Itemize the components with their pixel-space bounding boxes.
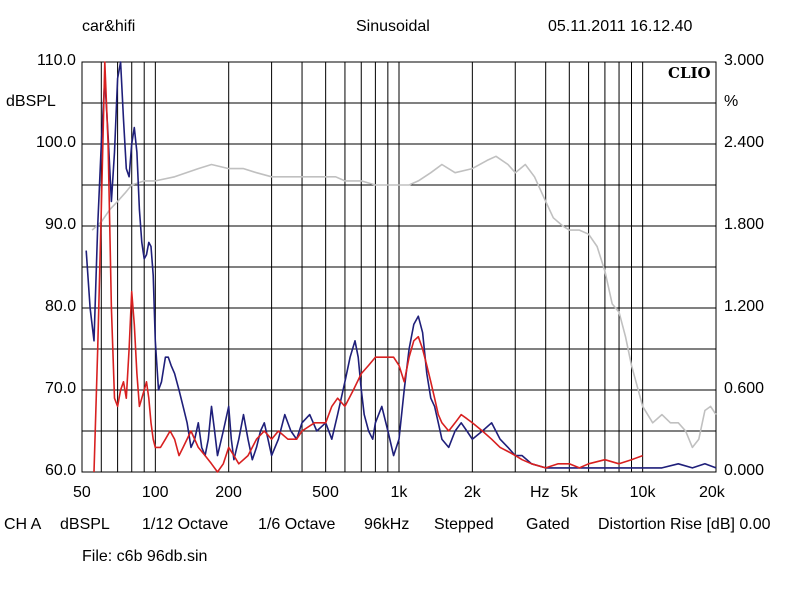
x-tick-label: 10k: [629, 484, 656, 501]
y-tick-label: 100.0: [36, 134, 77, 151]
y-tick-label: 110.0: [37, 52, 76, 69]
footer-distortion-rise: Distortion Rise [dB] 0.00: [598, 516, 771, 533]
footer-channel: CH A: [4, 516, 42, 533]
footer-sweep-mode: Stepped: [434, 516, 494, 533]
x-tick-label: 5k: [560, 484, 578, 501]
footer-resolution: 1/12 Octave: [142, 516, 229, 533]
y2-tick-label: 0.000: [724, 462, 765, 479]
clio-logo: CLIO: [668, 64, 711, 82]
x-unit-label: Hz: [530, 484, 550, 501]
y-axis-label: dBSPL: [6, 93, 56, 110]
y-tick-label: 60.0: [45, 462, 77, 479]
x-tick-label: 1k: [390, 484, 408, 501]
series-line-1: [85, 61, 717, 469]
footer-gating: Gated: [526, 516, 570, 533]
header-timestamp: 05.11.2011 16.12.40: [548, 18, 693, 35]
footer-smoothing: 1/6 Octave: [258, 516, 336, 533]
series-line-2: [93, 61, 643, 473]
y2-tick-label: 3.000: [724, 52, 765, 69]
chart-series: [85, 61, 717, 473]
x-tick-label: 100: [141, 484, 169, 501]
file-name: File: c6b 96db.sin: [82, 548, 208, 565]
y2-tick-label: 1.800: [724, 216, 765, 233]
x-tick-label: 500: [312, 484, 339, 501]
chart-grid: [82, 62, 716, 472]
header-brand: car&hifi: [82, 18, 136, 35]
y2-tick-label: 2.400: [724, 134, 765, 151]
series-line-0: [91, 155, 717, 449]
y-tick-label: 90.0: [45, 216, 77, 233]
x-tick-label: 20k: [699, 484, 725, 501]
footer-unit: dBSPL: [60, 516, 110, 533]
header-measurement-type: Sinusoidal: [356, 18, 430, 35]
y-tick-label: 70.0: [45, 380, 77, 397]
y2-tick-label: 0.600: [724, 380, 765, 397]
footer-sample-rate: 96kHz: [364, 516, 410, 533]
y2-tick-label: 1.200: [724, 298, 765, 315]
x-tick-label: 200: [215, 484, 242, 501]
x-tick-label: 50: [73, 484, 91, 501]
y-tick-label: 80.0: [45, 298, 77, 315]
y2-axis-label: %: [724, 93, 739, 110]
x-tick-label: 2k: [463, 484, 481, 501]
